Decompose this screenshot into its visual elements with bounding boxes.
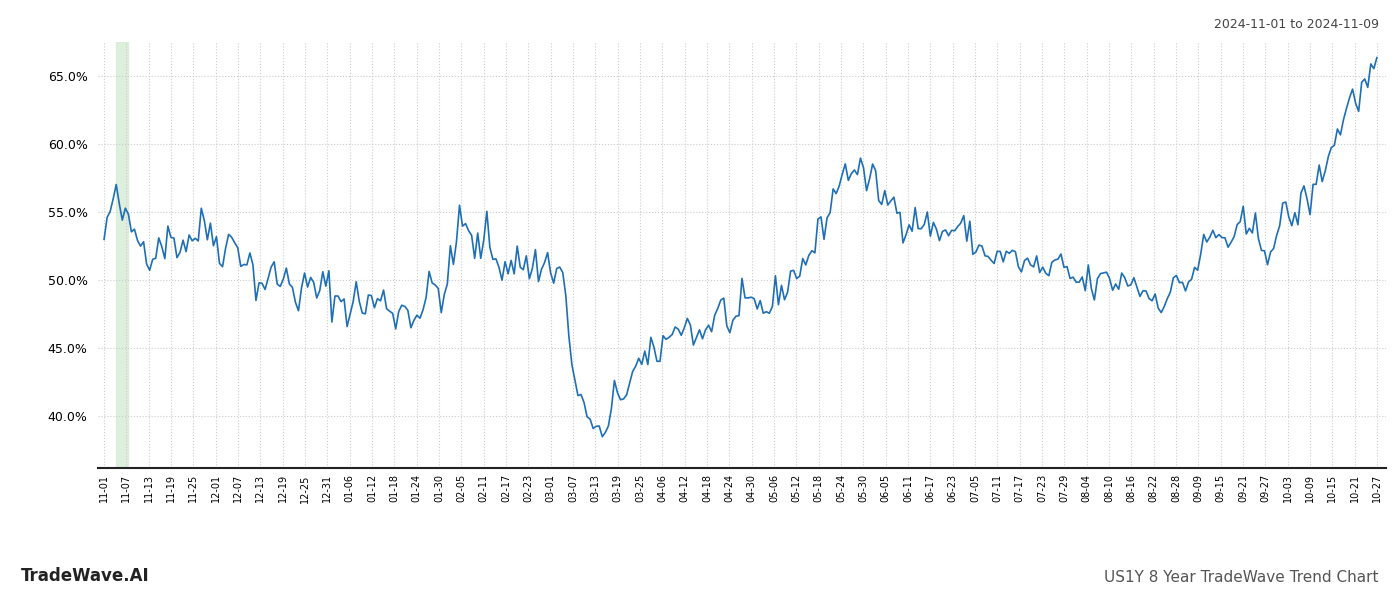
Text: US1Y 8 Year TradeWave Trend Chart: US1Y 8 Year TradeWave Trend Chart [1105, 570, 1379, 585]
Bar [116, 42, 129, 468]
Text: TradeWave.AI: TradeWave.AI [21, 567, 150, 585]
Text: 2024-11-01 to 2024-11-09: 2024-11-01 to 2024-11-09 [1214, 18, 1379, 31]
